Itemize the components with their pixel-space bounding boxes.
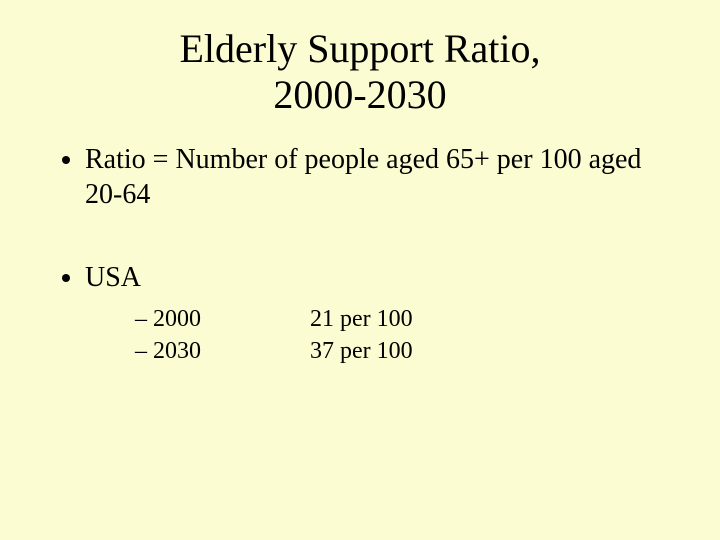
bullet-definition-text: Ratio = Number of people aged 65+ per 10… (85, 144, 641, 210)
slide-body: Ratio = Number of people aged 65+ per 10… (55, 142, 665, 368)
bullet-country-text: USA (85, 262, 141, 293)
dash-icon: – (135, 335, 153, 367)
dash-icon: – (135, 303, 153, 335)
slide: Elderly Support Ratio, 2000-2030 Ratio =… (0, 0, 720, 540)
sub-bullet-row: – 2000 21 per 100 (135, 303, 665, 335)
slide-title: Elderly Support Ratio, 2000-2030 (55, 26, 665, 118)
sub-bullet-value: 21 per 100 (310, 303, 665, 335)
title-line-1: Elderly Support Ratio, (179, 26, 540, 71)
bullet-definition: Ratio = Number of people aged 65+ per 10… (85, 142, 665, 212)
spacer (55, 212, 665, 252)
sub-bullet-year: 2030 (153, 335, 248, 367)
sub-bullet-row: – 2030 37 per 100 (135, 335, 665, 367)
bullet-list: Ratio = Number of people aged 65+ per 10… (55, 142, 665, 212)
bullet-country: USA – 2000 21 per 100 – 2030 37 per 100 (85, 260, 665, 368)
sub-bullet-value: 37 per 100 (310, 335, 665, 367)
title-line-2: 2000-2030 (273, 72, 446, 117)
sub-bullet-block: – 2000 21 per 100 – 2030 37 per 100 (85, 303, 665, 368)
bullet-list-2: USA – 2000 21 per 100 – 2030 37 per 100 (55, 260, 665, 368)
sub-bullet-year: 2000 (153, 303, 248, 335)
